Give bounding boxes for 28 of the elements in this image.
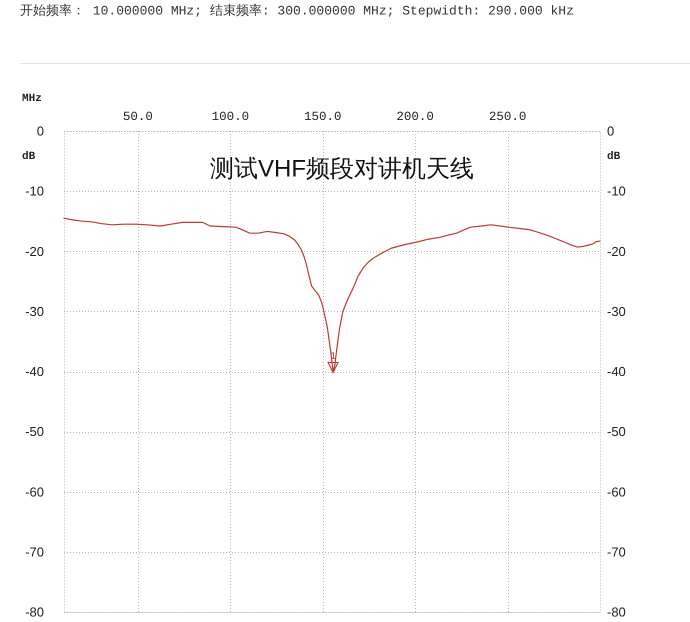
y-tick-label: -70	[25, 544, 44, 560]
x-tick-label: 50.0	[122, 110, 153, 124]
y-tick-label: -20	[25, 244, 44, 259]
y-axis-title: dB	[22, 151, 36, 163]
y2-tick-label: -50	[607, 424, 626, 440]
x-tick-label: 150.0	[304, 110, 342, 124]
y2-tick-label: -10	[607, 184, 626, 199]
y-tick-label: 0	[36, 124, 44, 138]
y2-tick-label: -30	[607, 304, 626, 319]
y2-axis-title: dB	[607, 151, 621, 163]
y2-tick-label: -20	[607, 244, 626, 259]
y2-tick-label: -80	[607, 604, 626, 620]
x-tick-label: 250.0	[488, 110, 526, 124]
x-tick-label: 100.0	[212, 110, 250, 124]
y2-tick-label: -40	[607, 364, 626, 379]
y-tick-label: -10	[25, 184, 44, 199]
y-tick-label: -50	[25, 424, 44, 440]
y2-tick-label: -60	[607, 484, 626, 500]
y-tick-label: -30	[25, 304, 44, 319]
x-axis-title: MHz	[22, 93, 42, 105]
y-tick-label: -60	[25, 484, 44, 500]
text: 开始频率： 10.000000 MHz; 结束频率: 300.000000 MHz; Stepwidth: 290.000 kHz	[20, 2, 574, 18]
x-tick-label: 200.0	[396, 110, 434, 124]
y2-tick-label: -70	[607, 544, 626, 560]
y-tick-label: -80	[25, 604, 44, 620]
text: 测试VHF频段对讲机天线	[210, 156, 474, 182]
y-tick-label: -40	[25, 364, 44, 379]
y2-tick-label: 0	[607, 124, 614, 138]
